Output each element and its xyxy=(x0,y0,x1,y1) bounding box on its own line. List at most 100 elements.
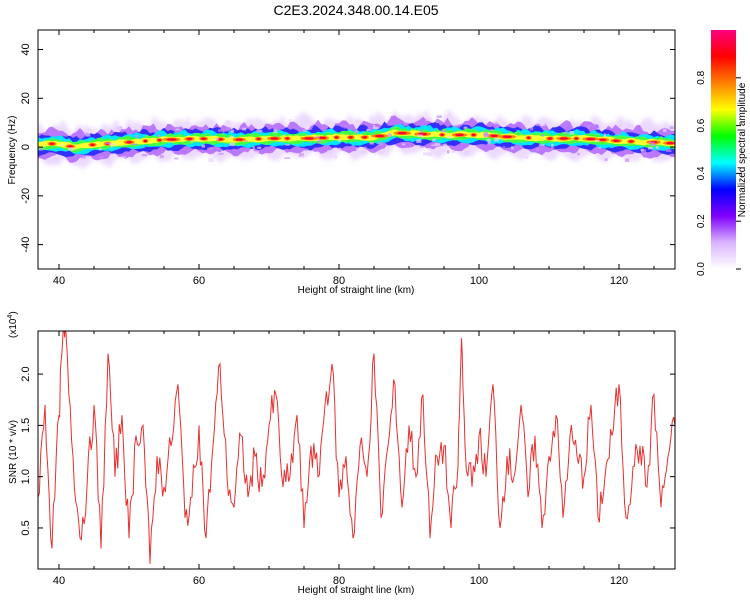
heat-speckle-cell xyxy=(355,148,359,152)
heat-speckle-cell xyxy=(403,122,409,127)
x-tick-label: 100 xyxy=(470,575,488,587)
snr-y-multiplier-base: (x10 xyxy=(8,318,19,338)
heat-hotspot-core xyxy=(455,133,464,137)
heat-speckle-cell xyxy=(225,128,231,132)
heat-speckle-cell xyxy=(657,149,660,151)
heat-speckle-cell xyxy=(303,129,307,132)
spectrogram-x-ticks: 40 60 80 100 120 xyxy=(53,30,655,287)
snr-series xyxy=(38,331,675,564)
heat-hotspot-core xyxy=(599,138,607,141)
heat-speckle-cell xyxy=(218,129,223,132)
heat-hotspot-core xyxy=(334,136,339,139)
heat-hotspot-core xyxy=(67,145,74,148)
heat-speckle-cell xyxy=(141,154,148,157)
heat-speckle-cell xyxy=(229,142,235,147)
figure-title: C2E3.2024.348.00.14.E05 xyxy=(273,2,438,18)
heat-speckle-cell xyxy=(435,121,438,123)
heat-speckle-cell xyxy=(425,117,432,121)
snr-y-multiplier-exp: 4 xyxy=(7,315,14,319)
heat-speckle-cell xyxy=(423,152,428,156)
heat-speckle-cell xyxy=(372,125,376,129)
heat-speckle-cell xyxy=(570,156,576,159)
heat-speckle-cell xyxy=(511,146,514,150)
spectrogram-y-label: Frequency (Hz) xyxy=(7,116,18,185)
heat-speckle-cell xyxy=(451,150,456,153)
colorbar-tick-label: 0.8 xyxy=(696,70,707,84)
heat-hotspot-core xyxy=(490,134,498,138)
heat-speckle-cell xyxy=(640,148,644,152)
heat-hotspot-core xyxy=(256,137,261,141)
x-tick-label: 80 xyxy=(333,575,345,587)
heat-hotspot-core xyxy=(471,133,476,137)
heat-speckle-cell xyxy=(117,126,122,131)
snr-y-multiplier: (x104) xyxy=(7,311,19,338)
heat-speckle-cell xyxy=(417,134,423,137)
heat-speckle-cell xyxy=(343,125,348,129)
heat-speckle-cell xyxy=(431,144,437,147)
heat-speckle-cell xyxy=(627,124,633,128)
heat-speckle-cell xyxy=(565,130,568,135)
heat-speckle-cell xyxy=(387,133,392,137)
heat-speckle-cell xyxy=(619,123,622,128)
heat-speckle-cell xyxy=(486,138,491,141)
heat-speckle-cell xyxy=(109,143,116,146)
heat-hotspot-core xyxy=(362,136,368,139)
heat-speckle-cell xyxy=(489,129,493,132)
heat-hotspot-core xyxy=(126,141,133,144)
heat-hotspot-core xyxy=(285,137,290,140)
heat-hotspot-core xyxy=(559,137,568,140)
snr-x-label: Height of straight line (km) xyxy=(298,585,415,596)
heat-speckle-cell xyxy=(649,141,655,144)
heat-speckle-cell xyxy=(298,153,304,158)
heat-speckle-cell xyxy=(201,144,205,148)
colorbar-ticks: 0.0 0.2 0.4 0.6 0.8 xyxy=(696,70,741,276)
heat-speckle-cell xyxy=(135,135,139,138)
heat-speckle-cell xyxy=(156,134,160,137)
heat-speckle-cell xyxy=(419,146,424,148)
heat-speckle-cell xyxy=(569,131,575,135)
heat-speckle-cell xyxy=(669,126,674,130)
heat-speckle-cell xyxy=(536,147,540,152)
heat-speckle-cell xyxy=(655,146,659,149)
heat-hotspot-core xyxy=(235,138,243,141)
snr-frame xyxy=(37,330,676,570)
heat-speckle-cell xyxy=(245,140,248,142)
heat-speckle-cell xyxy=(252,146,255,150)
heat-speckle-cell xyxy=(369,142,374,145)
heat-speckle-cell xyxy=(541,133,545,137)
heat-speckle-cell xyxy=(218,152,224,155)
snr-x-ticks: 40 60 80 100 120 xyxy=(53,331,655,587)
heat-speckle-cell xyxy=(255,150,259,155)
y-tick-label: 0.5 xyxy=(20,520,32,535)
heat-speckle-cell xyxy=(304,148,309,151)
heat-speckle-cell xyxy=(131,143,138,146)
heat-speckle-cell xyxy=(338,139,341,142)
heat-speckle-cell xyxy=(529,127,534,131)
spectrogram-panel: 40 60 80 100 120 -40 -20 0 20 40 Height of strai… xyxy=(7,29,676,296)
heat-speckle-cell xyxy=(577,152,580,156)
colorbar: 0.0 0.2 0.4 0.6 0.8 Normalized spectral ampl… xyxy=(696,30,748,276)
heat-speckle-cell xyxy=(366,128,371,132)
heat-speckle-cell xyxy=(596,127,600,130)
heat-speckle-cell xyxy=(154,129,159,131)
heat-speckle-cell xyxy=(542,127,545,130)
heat-speckle-cell xyxy=(354,130,359,134)
heat-speckle-cell xyxy=(650,144,657,146)
heat-speckle-cell xyxy=(483,133,489,138)
heat-speckle-cell xyxy=(551,143,554,148)
heat-speckle-cell xyxy=(300,155,307,157)
heat-hotspot-core xyxy=(502,135,512,138)
heat-speckle-cell xyxy=(338,147,341,151)
heat-speckle-cell xyxy=(214,138,219,140)
y-tick-label: 1.0 xyxy=(20,469,32,484)
heat-speckle-cell xyxy=(587,124,591,129)
heat-speckle-cell xyxy=(642,152,647,155)
heat-speckle-cell xyxy=(59,144,64,146)
heat-hotspot-core xyxy=(304,137,314,140)
heat-speckle-cell xyxy=(39,147,43,151)
heat-speckle-cell xyxy=(81,156,86,159)
heat-speckle-cell xyxy=(257,146,262,149)
heat-speckle-cell xyxy=(229,135,234,138)
heat-hotspot-core xyxy=(217,138,223,141)
heat-hotspot-core xyxy=(527,136,531,139)
